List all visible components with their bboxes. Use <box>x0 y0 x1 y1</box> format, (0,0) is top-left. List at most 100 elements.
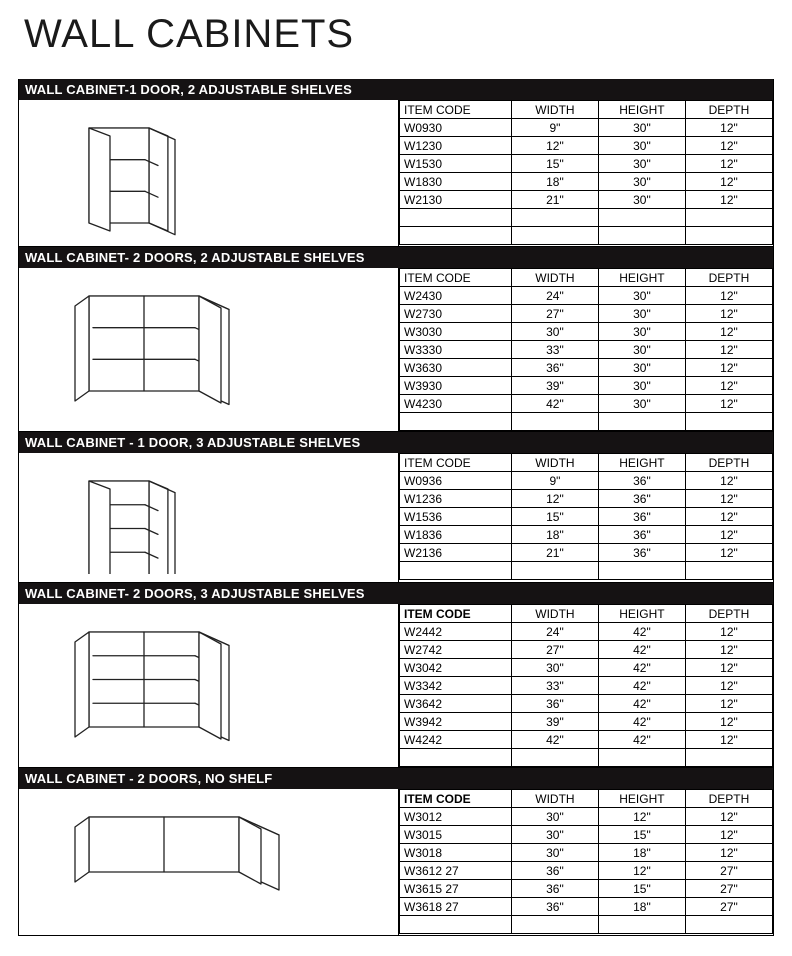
dimension-cell: 42" <box>598 695 685 713</box>
dimension-cell: 36" <box>511 359 598 377</box>
dimension-cell: 24" <box>511 287 598 305</box>
dimension-cell: 30" <box>511 826 598 844</box>
dimension-cell: 42" <box>598 641 685 659</box>
item-code-cell: W3630 <box>400 359 512 377</box>
dimension-cell: 30" <box>511 844 598 862</box>
dimension-cell: 36" <box>598 526 685 544</box>
table-header-row: ITEM CODEWIDTHHEIGHTDEPTH <box>400 101 773 119</box>
section-title-band: WALL CABINET-1 DOOR, 2 ADJUSTABLE SHELVE… <box>19 79 773 100</box>
table-row: W183018"30"12" <box>400 173 773 191</box>
spec-table: ITEM CODEWIDTHHEIGHTDEPTHW301230"12"12"W… <box>399 789 773 934</box>
item-code-cell: W1530 <box>400 155 512 173</box>
section-title-band: WALL CABINET - 2 DOORS, NO SHELF <box>19 768 773 789</box>
dimension-cell: 12" <box>685 731 772 749</box>
table-row: W301230"12"12" <box>400 808 773 826</box>
item-code-cell: W3015 <box>400 826 512 844</box>
dimension-cell: 30" <box>598 137 685 155</box>
dimension-cell: 12" <box>685 377 772 395</box>
col-header: DEPTH <box>685 790 772 808</box>
col-header: WIDTH <box>511 454 598 472</box>
dimension-cell: 12" <box>685 490 772 508</box>
dimension-cell: 12" <box>511 490 598 508</box>
table-row: W3612 2736"12"27" <box>400 862 773 880</box>
dimension-cell: 15" <box>598 880 685 898</box>
dimension-cell: 30" <box>511 659 598 677</box>
table-row: W394239"42"12" <box>400 713 773 731</box>
dimension-cell: 12" <box>685 641 772 659</box>
dimension-cell: 12" <box>685 359 772 377</box>
col-header: HEIGHT <box>598 605 685 623</box>
dimension-cell: 21" <box>511 191 598 209</box>
dimension-cell: 27" <box>685 898 772 916</box>
table-row: W273027"30"12" <box>400 305 773 323</box>
item-code-cell: W3042 <box>400 659 512 677</box>
cabinet-section: WALL CABINET - 1 DOOR, 3 ADJUSTABLE SHEL… <box>18 432 774 583</box>
cabinet-section: WALL CABINET- 2 DOORS, 3 ADJUSTABLE SHEL… <box>18 583 774 768</box>
dimension-cell: 39" <box>511 377 598 395</box>
cabinet-illustration <box>19 100 399 246</box>
item-code-cell: W3930 <box>400 377 512 395</box>
table-row: W09309"30"12" <box>400 119 773 137</box>
col-header: HEIGHT <box>598 454 685 472</box>
table-row: W301530"15"12" <box>400 826 773 844</box>
dimension-cell: 12" <box>685 508 772 526</box>
item-code-cell: W3342 <box>400 677 512 695</box>
section-title-band: WALL CABINET- 2 DOORS, 2 ADJUSTABLE SHEL… <box>19 247 773 268</box>
dimension-cell: 30" <box>598 191 685 209</box>
dimension-cell: 30" <box>511 808 598 826</box>
dimension-cell: 12" <box>685 137 772 155</box>
dimension-cell: 42" <box>598 677 685 695</box>
table-row: W213621"36"12" <box>400 544 773 562</box>
cabinet-section: WALL CABINET- 2 DOORS, 2 ADJUSTABLE SHEL… <box>18 247 774 432</box>
dimension-cell: 18" <box>511 526 598 544</box>
dimension-cell: 12" <box>685 173 772 191</box>
table-row: W123012"30"12" <box>400 137 773 155</box>
dimension-cell: 9" <box>511 119 598 137</box>
dimension-cell: 36" <box>598 508 685 526</box>
col-header: ITEM CODE <box>400 605 512 623</box>
dimension-cell: 15" <box>511 508 598 526</box>
dimension-cell: 12" <box>685 844 772 862</box>
item-code-cell: W1830 <box>400 173 512 191</box>
table-header-row: ITEM CODEWIDTHHEIGHTDEPTH <box>400 790 773 808</box>
dimension-cell: 36" <box>511 862 598 880</box>
cabinet-section: WALL CABINET - 2 DOORS, NO SHELFITEM COD… <box>18 768 774 936</box>
dimension-cell: 12" <box>685 826 772 844</box>
dimension-cell: 30" <box>598 155 685 173</box>
item-code-cell: W3942 <box>400 713 512 731</box>
dimension-cell: 36" <box>511 898 598 916</box>
table-row: W243024"30"12" <box>400 287 773 305</box>
table-row: W183618"36"12" <box>400 526 773 544</box>
section-title-band: WALL CABINET - 1 DOOR, 3 ADJUSTABLE SHEL… <box>19 432 773 453</box>
dimension-cell: 30" <box>598 341 685 359</box>
dimension-cell: 36" <box>598 490 685 508</box>
item-code-cell: W2430 <box>400 287 512 305</box>
cabinet-illustration <box>19 604 399 767</box>
dimension-cell: 12" <box>685 395 772 413</box>
dimension-cell: 12" <box>685 119 772 137</box>
col-header: HEIGHT <box>598 269 685 287</box>
table-row-blank <box>400 916 773 934</box>
item-code-cell: W3330 <box>400 341 512 359</box>
item-code-cell: W0936 <box>400 472 512 490</box>
item-code-cell: W2136 <box>400 544 512 562</box>
spec-table: ITEM CODEWIDTHHEIGHTDEPTHW09369"36"12"W1… <box>399 453 773 580</box>
col-header: WIDTH <box>511 605 598 623</box>
dimension-cell: 15" <box>598 826 685 844</box>
cabinet-illustration <box>19 789 399 935</box>
dimension-cell: 42" <box>598 659 685 677</box>
section-title-band: WALL CABINET- 2 DOORS, 3 ADJUSTABLE SHEL… <box>19 583 773 604</box>
col-header: DEPTH <box>685 605 772 623</box>
dimension-cell: 12" <box>598 862 685 880</box>
table-header-row: ITEM CODEWIDTHHEIGHTDEPTH <box>400 269 773 287</box>
dimension-cell: 36" <box>511 880 598 898</box>
col-header: ITEM CODE <box>400 454 512 472</box>
dimension-cell: 9" <box>511 472 598 490</box>
col-header: WIDTH <box>511 101 598 119</box>
item-code-cell: W0930 <box>400 119 512 137</box>
table-row-blank <box>400 209 773 227</box>
dimension-cell: 12" <box>685 191 772 209</box>
dimension-cell: 21" <box>511 544 598 562</box>
table-row: W333033"30"12" <box>400 341 773 359</box>
dimension-cell: 12" <box>685 695 772 713</box>
